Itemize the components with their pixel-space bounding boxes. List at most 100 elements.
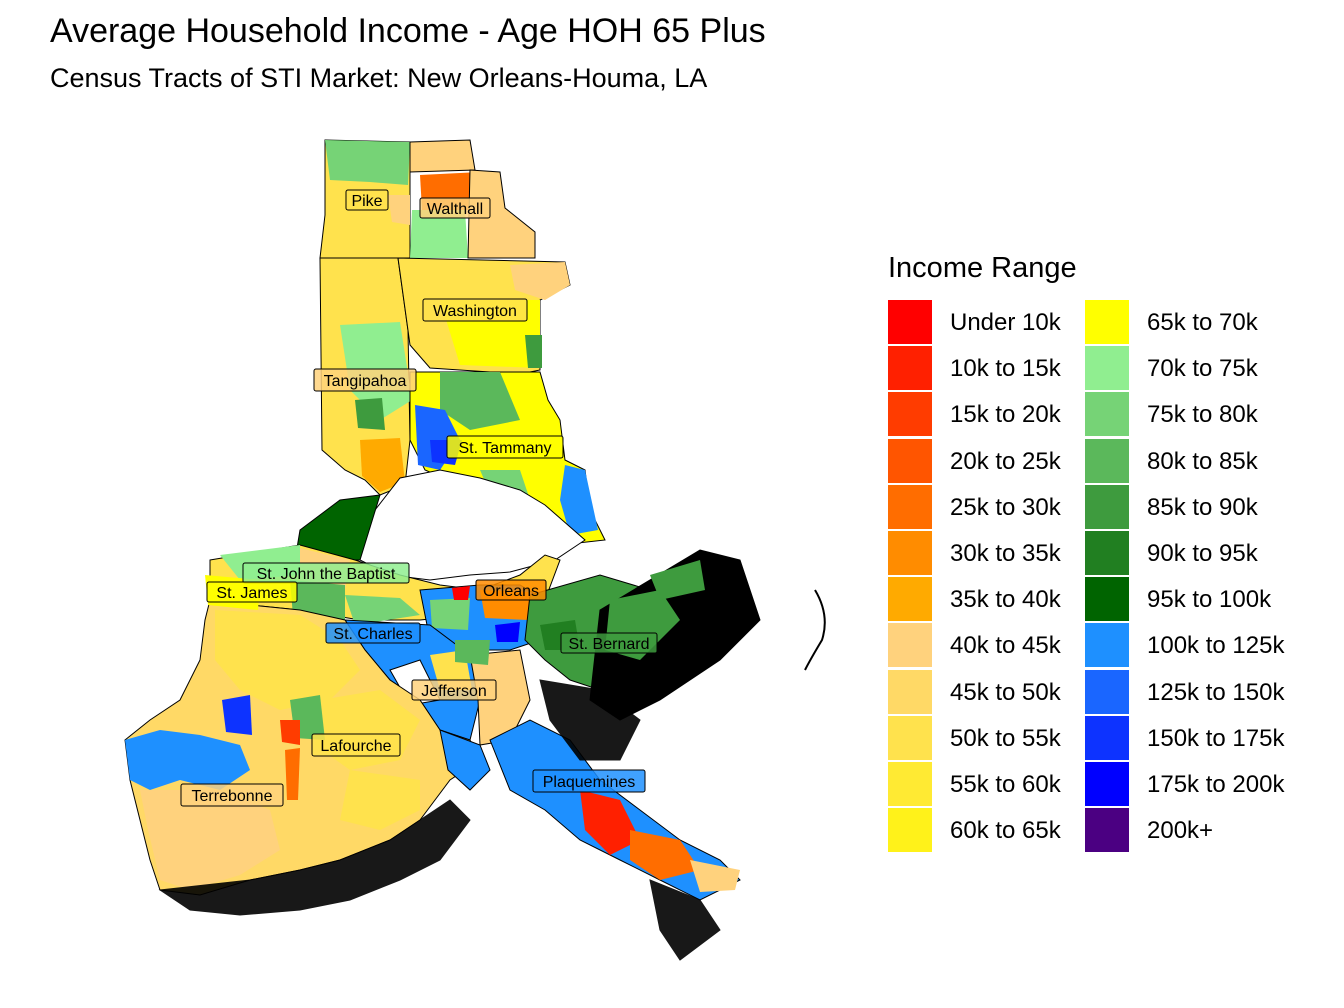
- county-label-st-tammany-text: St. Tammany: [458, 440, 551, 457]
- island-chandeleur: [804, 589, 826, 671]
- county-label-tangipahoa-text: Tangipahoa: [324, 373, 407, 390]
- legend-label: 90k to 95k: [1147, 540, 1258, 567]
- county-labels: Pike Walthall Washington Tangipahoa St. …: [180, 189, 658, 807]
- legend-label: 35k to 40k: [950, 586, 1061, 614]
- tract-washington-tan: [510, 262, 570, 300]
- map-subtitle: Census Tracts of STI Market: New Orleans…: [50, 63, 708, 93]
- legend-label: 100k to 125k: [1147, 632, 1285, 660]
- tract-river-teal: [345, 595, 420, 625]
- county-label-jefferson-text: Jefferson: [421, 683, 487, 700]
- tract-tangipahoa-orange: [360, 438, 405, 492]
- county-label-orleans: Orleans: [475, 579, 547, 601]
- county-label-pike-text: Pike: [351, 193, 382, 210]
- tract-west-tan: [140, 790, 280, 890]
- legend-label: 95k to 100k: [1147, 586, 1272, 614]
- county-label-st-charles-text: St. Charles: [333, 626, 412, 643]
- map-title: Average Household Income - Age HOH 65 Pl…: [50, 12, 766, 50]
- county-label-lafourche-text: Lafourche: [320, 738, 391, 755]
- tract-orleans-red: [452, 586, 470, 600]
- legend-label: 200k+: [1147, 817, 1214, 845]
- legend-swatch: [1085, 346, 1129, 391]
- county-label-st-charles: St. Charles: [325, 622, 421, 644]
- legend-swatch: [1085, 392, 1129, 437]
- tract-west-yellow3: [340, 770, 420, 830]
- county-label-jefferson: Jefferson: [411, 679, 497, 701]
- legend-label: 40k to 45k: [950, 632, 1061, 660]
- tract-terrebonne-orange: [285, 748, 300, 800]
- tract-tangipahoa-dkgreen: [355, 398, 385, 430]
- legend-swatch: [888, 577, 932, 622]
- legend-swatch: [888, 808, 932, 853]
- tract-pike-north: [325, 140, 410, 185]
- legend-swatch: [1085, 715, 1129, 760]
- tract-jefferson-blue-south: [439, 729, 491, 791]
- legend-label: 25k to 30k: [950, 493, 1061, 521]
- legend-label: 65k to 70k: [1147, 309, 1258, 336]
- legend-swatch: [888, 715, 932, 760]
- legend-swatch: [888, 392, 932, 437]
- tract-walthall-east: [467, 169, 536, 259]
- legend-swatch: [888, 300, 932, 344]
- tract-jefferson-green: [455, 640, 490, 665]
- tract-walthall-north: [409, 139, 476, 173]
- tract-plaquemines-orange: [630, 830, 700, 880]
- marsh-south-west: [158, 799, 471, 916]
- legend-swatch: [888, 623, 932, 668]
- legend-swatch: [1085, 484, 1129, 529]
- county-label-st-john-text: St. John the Baptist: [257, 566, 396, 583]
- county-label-st-james-text: St. James: [216, 585, 287, 602]
- legend-title: Income Range: [888, 252, 1077, 284]
- tract-orleans-green: [430, 598, 470, 630]
- legend-label: 15k to 20k: [950, 401, 1061, 429]
- legend-swatch: [1085, 808, 1129, 853]
- census-tract-map: Pike Walthall Washington Tangipahoa St. …: [124, 139, 826, 961]
- legend-label: 50k to 55k: [950, 724, 1061, 752]
- tract-orleans-blue: [495, 622, 520, 642]
- tract-pike-east: [388, 195, 410, 225]
- tract-walthall-green: [410, 210, 468, 258]
- county-label-washington: Washington: [422, 298, 528, 322]
- legend-label: 175k to 200k: [1147, 771, 1285, 798]
- legend-swatch: [1085, 577, 1129, 622]
- legend-swatch: [1085, 623, 1129, 668]
- tract-terrebonne-blue: [125, 730, 250, 790]
- legend-swatch: [888, 484, 932, 529]
- county-label-st-tammany: St. Tammany: [446, 435, 564, 459]
- legend-label: 75k to 80k: [1147, 401, 1258, 429]
- legend-label: 85k to 90k: [1147, 493, 1258, 521]
- legend-swatch: [1085, 300, 1129, 344]
- county-label-plaquemines-text: Plaquemines: [543, 774, 636, 791]
- legend-label: 70k to 75k: [1147, 355, 1258, 383]
- tract-plaquemines-tan: [690, 860, 740, 892]
- legend-swatch: [888, 669, 932, 714]
- county-label-st-bernard-text: St. Bernard: [569, 636, 650, 653]
- legend-swatch: [888, 531, 932, 575]
- income-legend: Income Range Under 10k 10k to 15k 15k to 2…: [888, 252, 1328, 862]
- tract-washington-green: [525, 335, 542, 368]
- county-label-walthall-text: Walthall: [427, 201, 483, 218]
- tract-st-tammany-lightblue: [560, 465, 598, 535]
- legend-swatch: [1085, 531, 1129, 575]
- legend-label: 20k to 25k: [950, 447, 1061, 475]
- legend-label: 30k to 35k: [950, 540, 1061, 567]
- county-label-plaquemines: Plaquemines: [532, 769, 646, 793]
- county-label-washington-text: Washington: [433, 303, 517, 320]
- county-label-terrebonne-text: Terrebonne: [192, 788, 273, 805]
- legend-label: 80k to 85k: [1147, 447, 1258, 475]
- legend-label: 45k to 50k: [950, 678, 1061, 706]
- legend-label: Under 10k: [950, 309, 1061, 336]
- county-label-lafourche: Lafourche: [311, 733, 401, 757]
- legend-label: 60k to 65k: [950, 817, 1061, 845]
- tract-west-yellow: [215, 610, 360, 710]
- legend-swatch: [1085, 438, 1129, 483]
- legend-swatch: [1085, 762, 1129, 806]
- marsh-east-green2: [650, 560, 705, 600]
- legend-swatch: [1085, 669, 1129, 714]
- tract-st-tammany-green: [440, 372, 520, 430]
- county-label-orleans-text: Orleans: [483, 583, 539, 600]
- county-label-pike: Pike: [345, 189, 389, 211]
- legend-label: 125k to 150k: [1147, 678, 1285, 706]
- county-label-st-bernard: St. Bernard: [560, 632, 658, 654]
- marsh-plaq-tail: [649, 879, 721, 961]
- county-label-terrebonne: Terrebonne: [180, 783, 284, 807]
